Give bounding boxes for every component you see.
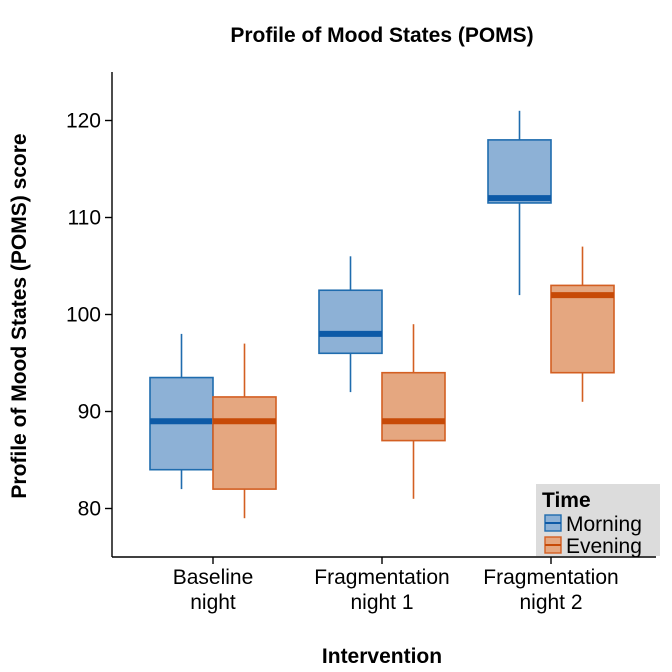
box-body bbox=[381, 371, 446, 442]
y-tick-label: 80 bbox=[78, 498, 101, 521]
box-evening-2 bbox=[381, 324, 446, 499]
box-morning-3 bbox=[487, 110, 552, 296]
box-evening-3 bbox=[550, 246, 615, 402]
x-tick-label-line: night 1 bbox=[350, 591, 413, 614]
legend-key-morning bbox=[544, 514, 562, 532]
x-tick-label-line: night bbox=[190, 591, 236, 614]
y-tick-label: 90 bbox=[78, 401, 101, 424]
y-tick-label: 100 bbox=[66, 304, 101, 327]
box-body bbox=[318, 289, 383, 355]
box-body bbox=[550, 284, 615, 374]
x-tick-label: Fragmentation night 1 bbox=[314, 566, 449, 614]
legend-title: Time bbox=[542, 489, 591, 512]
x-tick-label: Baseline night bbox=[173, 566, 254, 614]
legend-label-evening: Evening bbox=[566, 535, 642, 558]
x-tick-label-line: Fragmentation bbox=[314, 566, 449, 589]
y-tick-label: 110 bbox=[68, 207, 101, 230]
x-tick-label-line: Fragmentation bbox=[483, 566, 618, 589]
x-tick-label: Fragmentation night 2 bbox=[483, 566, 618, 614]
box-morning-2 bbox=[318, 256, 383, 393]
box-morning-1 bbox=[149, 333, 214, 490]
y-tick-label: 120 bbox=[66, 110, 101, 133]
legend-key-evening bbox=[544, 536, 562, 554]
box-evening-1 bbox=[212, 343, 277, 519]
legend-label-morning: Morning bbox=[566, 513, 642, 536]
x-tick-label-line: Baseline bbox=[173, 566, 254, 589]
chart-title: Profile of Mood States (POMS) bbox=[230, 24, 533, 47]
plot-area bbox=[149, 110, 615, 519]
x-axis-title: Intervention bbox=[322, 645, 442, 668]
box-body bbox=[212, 396, 277, 490]
y-axis-title: Profile of Mood States (POMS) score bbox=[8, 133, 31, 498]
box-body bbox=[487, 139, 552, 204]
x-tick-label-line: night 2 bbox=[519, 591, 582, 614]
